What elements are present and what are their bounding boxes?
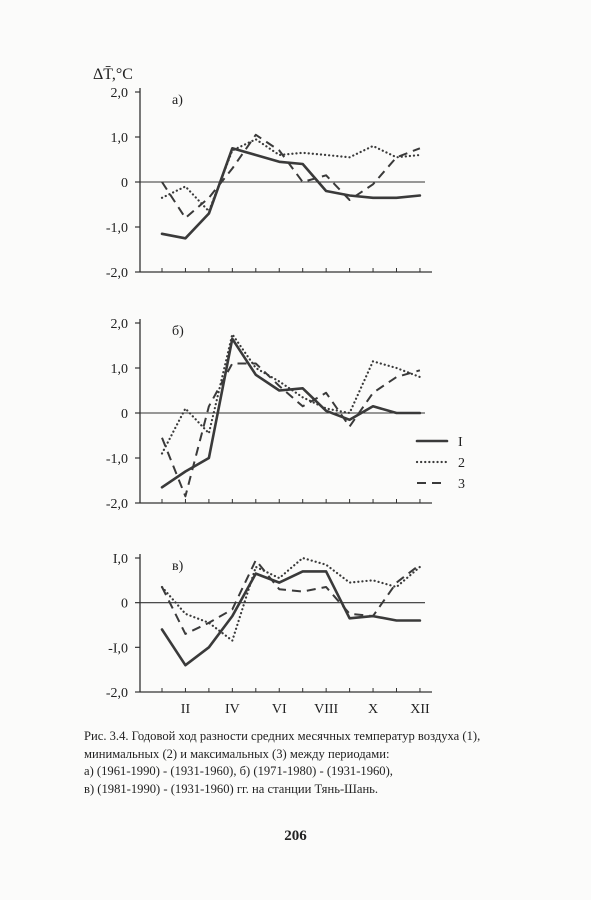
series-2-line — [160, 333, 421, 455]
series-2-line — [160, 556, 421, 642]
series-1-line — [160, 147, 422, 240]
caption-line-1: Рис. 3.4. Годовой ход разности средних м… — [84, 729, 481, 743]
series-2-line — [160, 138, 421, 213]
y-tick-label: -2,0 — [106, 497, 128, 512]
series-3-line — [161, 559, 421, 635]
panel-2: 2,0 1,0 0 -1,0 -2,0 б) — [106, 317, 432, 512]
chart-legend: I 2 3 — [415, 435, 465, 492]
series-3-line — [161, 362, 421, 498]
legend-label: 2 — [458, 456, 465, 471]
y-axis-title: ΔT̄,°C — [93, 66, 133, 83]
y-tick-label: 0 — [121, 407, 128, 422]
y-tick-label: 0 — [121, 176, 128, 191]
figure-3-4: ΔT̄,°C 2,0 1,0 0 -1,0 -2,0 а) 2,0 1,0 0 -1,0 -2,0 б… — [93, 66, 465, 717]
y-tick-label: 1,0 — [111, 362, 129, 377]
chart-panels: 2,0 1,0 0 -1,0 -2,0 а) 2,0 1,0 0 -1,0 -2,0 б) I,0 0 -I… — [106, 86, 432, 717]
figure-caption: Рис. 3.4. Годовой ход разности средних м… — [84, 728, 574, 798]
x-tick-label: VI — [272, 702, 287, 717]
panel-1: 2,0 1,0 0 -1,0 -2,0 а) — [106, 86, 432, 281]
y-tick-label: 1,0 — [111, 131, 129, 146]
x-tick-label: IV — [225, 702, 240, 717]
x-tick-label: XII — [410, 702, 430, 717]
panel-label: а) — [172, 93, 183, 108]
page-number: 206 — [284, 828, 307, 844]
y-tick-label: I,0 — [113, 552, 128, 567]
x-tick-label: VIII — [314, 702, 338, 717]
panel-label: б) — [172, 324, 184, 339]
caption-line-3: а) (1961-1990) - (1931-1960), б) (1971-1… — [84, 764, 393, 778]
legend-label: 3 — [458, 477, 465, 492]
y-tick-label: -2,0 — [106, 266, 128, 281]
panel-label: в) — [172, 559, 184, 574]
caption-line-2: минимальных (2) и максимальных (3) между… — [84, 746, 390, 761]
caption-line-4: в) (1981-1990) - (1931-1960) гг. на стан… — [84, 781, 379, 796]
y-tick-label: -2,0 — [106, 686, 128, 701]
y-tick-label: -1,0 — [106, 452, 128, 467]
series-1-line — [160, 337, 422, 489]
y-tick-label: 0 — [121, 597, 128, 612]
y-tick-label: 2,0 — [111, 317, 129, 332]
y-tick-label: -I,0 — [108, 641, 128, 656]
panel-3: I,0 0 -I,0 -2,0 в) II IV VI VIII X XII — [106, 552, 432, 717]
legend-label: I — [458, 435, 463, 450]
y-tick-label: -1,0 — [106, 221, 128, 236]
series-1-line — [160, 570, 422, 667]
x-tick-label: X — [368, 702, 378, 717]
series-3-line — [161, 133, 421, 219]
y-tick-label: 2,0 — [111, 86, 129, 101]
x-tick-label: II — [181, 702, 191, 717]
